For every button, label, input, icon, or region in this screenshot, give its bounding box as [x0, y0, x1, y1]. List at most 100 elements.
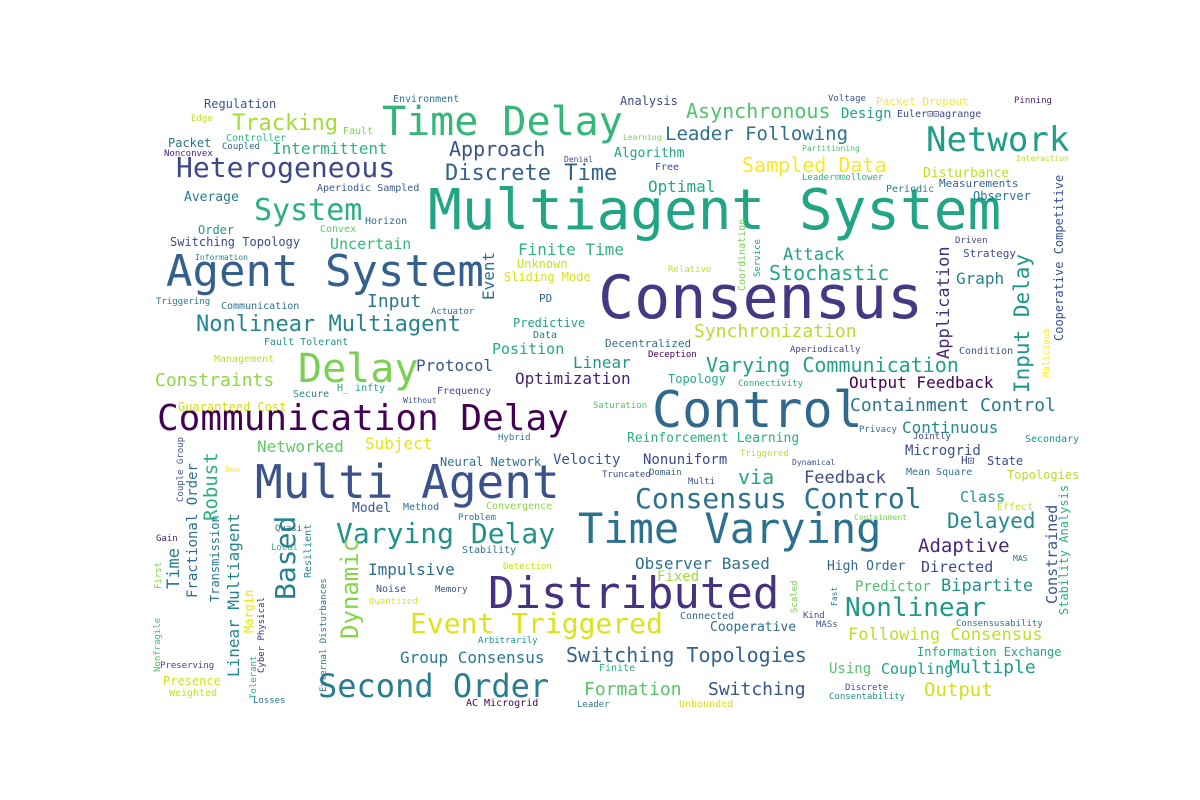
- cloud-word: Saturation: [593, 401, 648, 411]
- cloud-word: Dynamic: [336, 537, 364, 639]
- cloud-word: Event: [479, 251, 498, 300]
- cloud-word: Losses: [253, 696, 286, 706]
- cloud-word: Coordination: [737, 218, 748, 291]
- cloud-word: Margin: [242, 589, 256, 633]
- cloud-word: First: [154, 561, 164, 589]
- cloud-word: Microgrid: [905, 443, 981, 459]
- cloud-word: Reinforcement Learning: [627, 431, 800, 446]
- cloud-word: Coupling: [881, 660, 954, 678]
- cloud-word: Free: [655, 162, 680, 173]
- cloud-word: Stability Analysis: [1057, 484, 1071, 615]
- cloud-word: Multiagent System: [428, 178, 1002, 243]
- cloud-word: Nonlinear: [845, 593, 986, 623]
- cloud-word: Containment Control: [850, 395, 1056, 416]
- cloud-word: Communication: [221, 301, 300, 312]
- cloud-word: Leader⊡⊡ollower: [802, 173, 884, 183]
- cloud-word: Agent System: [166, 246, 484, 297]
- cloud-word: Nonuniform: [643, 452, 728, 468]
- cloud-word: Directed: [921, 558, 994, 576]
- cloud-word: Model: [352, 501, 392, 516]
- cloud-word: Adaptive: [918, 535, 1010, 557]
- cloud-word: Time Varying: [578, 504, 882, 553]
- cloud-word: PD: [539, 292, 553, 305]
- cloud-word: External Disturbances: [319, 578, 329, 692]
- cloud-word: Fractional Order: [185, 463, 201, 598]
- cloud-word: Distributed: [488, 568, 780, 619]
- cloud-word: Learning: [623, 133, 662, 142]
- cloud-word: Convex: [320, 224, 357, 235]
- cloud-word: Position: [492, 340, 565, 358]
- cloud-word: Using: [829, 661, 872, 677]
- cloud-word: Discrete: [845, 683, 889, 693]
- cloud-word: MASs: [816, 620, 838, 630]
- cloud-word: Second Order: [318, 667, 550, 705]
- cloud-word: Jointly: [913, 432, 951, 442]
- cloud-word: Discrete Time: [445, 161, 618, 186]
- cloud-word: Topologies: [1007, 468, 1080, 482]
- cloud-word: Finite: [599, 663, 636, 674]
- cloud-word: Leader Following: [665, 123, 849, 145]
- cloud-word: Time Delay: [382, 99, 623, 145]
- cloud-word: Denial: [564, 155, 593, 164]
- cloud-word: Input: [367, 291, 422, 312]
- cloud-word: Regulation: [204, 97, 277, 111]
- cloud-word: Velocity: [553, 452, 621, 468]
- cloud-word: Aperiodic Sampled: [317, 183, 420, 194]
- cloud-word: Consensus: [598, 263, 924, 333]
- cloud-word: Information Exchange: [917, 645, 1062, 659]
- cloud-word: Hybrid: [498, 433, 531, 443]
- cloud-word: Finite Time: [518, 240, 624, 259]
- cloud-word: Arbitrarily: [478, 636, 538, 646]
- cloud-word: Malicious: [1042, 328, 1052, 377]
- cloud-word: Frequency: [437, 386, 492, 397]
- cloud-word: Communication Delay: [157, 398, 569, 439]
- cloud-word: High Order: [827, 559, 906, 574]
- cloud-word: Relative: [668, 265, 712, 275]
- cloud-word: Linear: [573, 353, 631, 372]
- cloud-word: Weighted: [169, 688, 218, 699]
- cloud-word: Truncated: [602, 470, 651, 480]
- cloud-word: Strategy: [963, 247, 1016, 260]
- cloud-word: Fixed: [657, 569, 700, 585]
- cloud-word: Control: [652, 381, 863, 439]
- cloud-word: Order: [198, 223, 235, 237]
- cloud-word: Switching Topologies: [566, 643, 807, 667]
- cloud-word: Scaled: [790, 580, 800, 613]
- cloud-word: Interaction: [1016, 154, 1069, 163]
- cloud-word: Deception: [648, 350, 697, 360]
- cloud-word: Tracking: [232, 111, 338, 136]
- cloud-word: Heterogeneous: [176, 151, 396, 184]
- cloud-word: Connected: [680, 611, 735, 622]
- cloud-word: Kind: [803, 611, 825, 621]
- cloud-word: Guaranteed Cost: [178, 400, 287, 414]
- cloud-word: Graph: [956, 269, 1005, 288]
- cloud-word: Controller: [226, 133, 287, 144]
- cloud-word: Actuator: [431, 307, 475, 317]
- cloud-word: Group Consensus: [400, 648, 545, 667]
- cloud-word: Optimal: [648, 177, 716, 196]
- cloud-word: Output Feedback: [849, 373, 994, 392]
- cloud-word: Data: [533, 330, 558, 341]
- cloud-word: Asynchronous: [686, 99, 831, 123]
- cloud-word: Leader: [577, 700, 610, 710]
- cloud-word: Gain: [156, 534, 178, 544]
- cloud-word: Presence: [163, 674, 221, 688]
- cloud-word: Design: [841, 106, 892, 122]
- cloud-word: Secure: [293, 389, 330, 400]
- cloud-word: Multiple: [949, 657, 1036, 678]
- cloud-word: Management: [214, 354, 275, 365]
- cloud-word: Formation: [584, 679, 682, 700]
- cloud-word: Delayed: [947, 509, 1036, 533]
- cloud-word: Containment: [854, 513, 907, 522]
- cloud-word: Quasi: [275, 524, 303, 534]
- cloud-word: Protocol: [416, 356, 494, 375]
- cloud-word: Consentability: [829, 692, 905, 702]
- cloud-word: Fast: [830, 586, 839, 606]
- cloud-word: State: [987, 454, 1024, 468]
- cloud-word: Condition: [959, 346, 1014, 357]
- cloud-word: Driven: [955, 236, 988, 246]
- cloud-word: Multi Agent: [255, 455, 560, 509]
- cloud-word: Delay: [298, 346, 419, 392]
- cloud-word: System: [254, 193, 363, 228]
- cloud-word: Horizon: [365, 216, 408, 227]
